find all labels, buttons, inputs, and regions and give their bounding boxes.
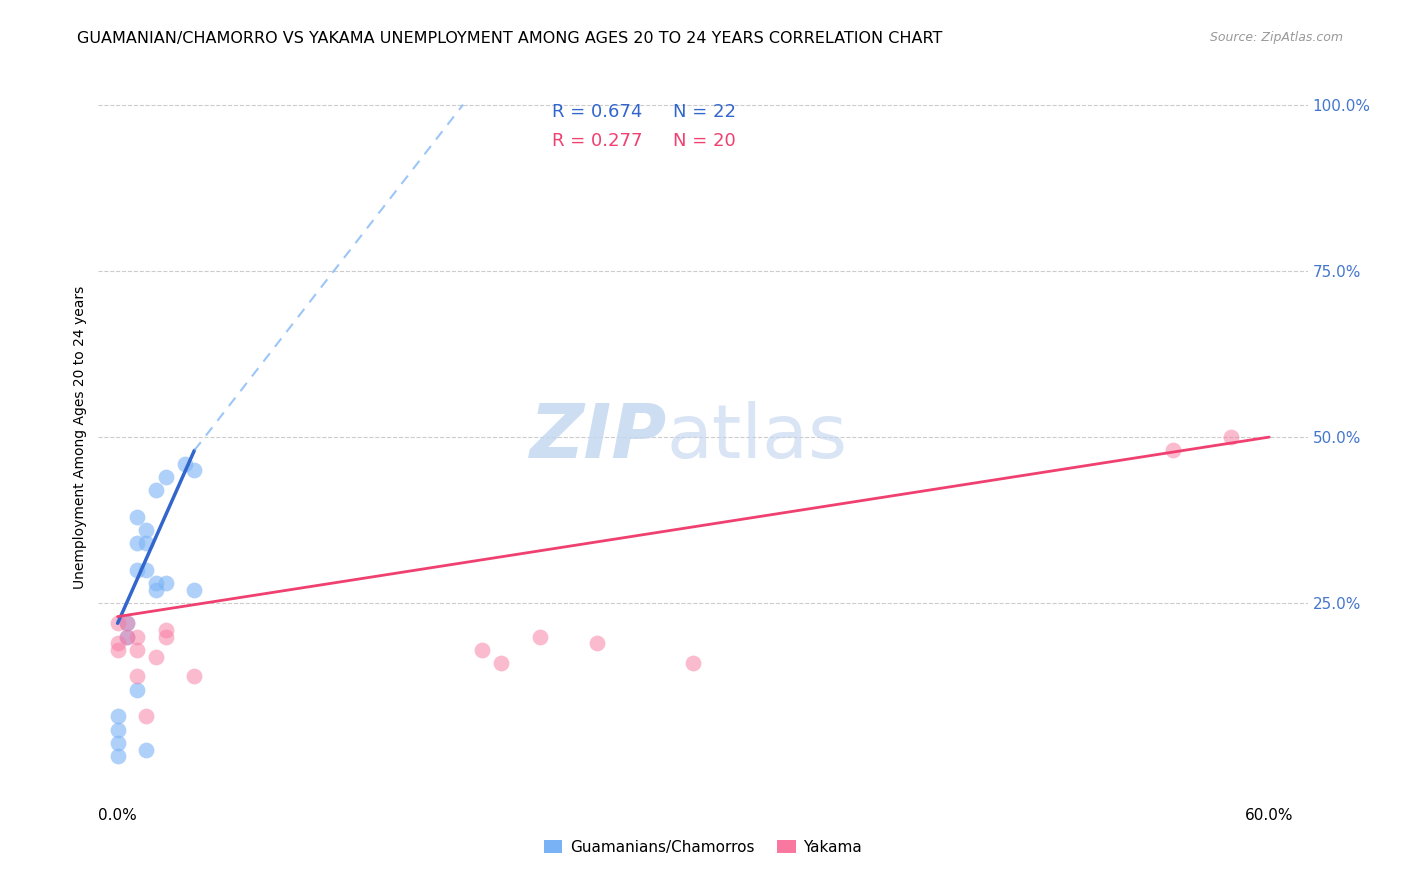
Text: N = 22: N = 22 bbox=[672, 103, 735, 120]
Point bbox=[529, 630, 551, 644]
Text: GUAMANIAN/CHAMORRO VS YAKAMA UNEMPLOYMENT AMONG AGES 20 TO 24 YEARS CORRELATION : GUAMANIAN/CHAMORRO VS YAKAMA UNEMPLOYMEN… bbox=[77, 31, 942, 46]
Point bbox=[155, 623, 177, 637]
Point bbox=[107, 749, 129, 764]
Text: R = 0.674: R = 0.674 bbox=[551, 103, 643, 120]
Point bbox=[115, 616, 138, 631]
Point bbox=[125, 563, 148, 577]
Text: atlas: atlas bbox=[666, 401, 848, 474]
Point bbox=[125, 682, 148, 697]
Text: N = 20: N = 20 bbox=[672, 132, 735, 150]
Point bbox=[135, 563, 157, 577]
Point bbox=[115, 630, 138, 644]
Point bbox=[183, 669, 205, 683]
Point bbox=[491, 656, 513, 670]
Point bbox=[115, 630, 138, 644]
Point bbox=[145, 483, 167, 498]
Text: R = 0.277: R = 0.277 bbox=[551, 132, 643, 150]
Point bbox=[155, 470, 177, 484]
Point bbox=[471, 643, 494, 657]
Point bbox=[173, 457, 195, 471]
Point bbox=[107, 643, 129, 657]
Point bbox=[145, 582, 167, 597]
Point bbox=[183, 463, 205, 477]
Point bbox=[183, 582, 205, 597]
Point bbox=[107, 736, 129, 750]
Point bbox=[107, 616, 129, 631]
Point bbox=[135, 709, 157, 723]
Point bbox=[145, 576, 167, 591]
Legend: Guamanians/Chamorros, Yakama: Guamanians/Chamorros, Yakama bbox=[538, 834, 868, 861]
Point bbox=[682, 656, 704, 670]
Point bbox=[1219, 430, 1241, 444]
Point bbox=[155, 576, 177, 591]
Point bbox=[135, 536, 157, 550]
Point bbox=[125, 536, 148, 550]
Point bbox=[135, 742, 157, 756]
Point bbox=[586, 636, 609, 650]
Y-axis label: Unemployment Among Ages 20 to 24 years: Unemployment Among Ages 20 to 24 years bbox=[73, 285, 87, 589]
Point bbox=[125, 643, 148, 657]
Point bbox=[145, 649, 167, 664]
Point bbox=[1161, 443, 1184, 458]
Point bbox=[135, 523, 157, 537]
Point bbox=[125, 630, 148, 644]
Text: ZIP: ZIP bbox=[530, 401, 666, 474]
Point bbox=[115, 616, 138, 631]
Point bbox=[107, 636, 129, 650]
Text: Source: ZipAtlas.com: Source: ZipAtlas.com bbox=[1209, 31, 1343, 45]
Point bbox=[155, 630, 177, 644]
Point bbox=[125, 509, 148, 524]
Point bbox=[125, 669, 148, 683]
Point bbox=[107, 709, 129, 723]
Point bbox=[107, 723, 129, 737]
